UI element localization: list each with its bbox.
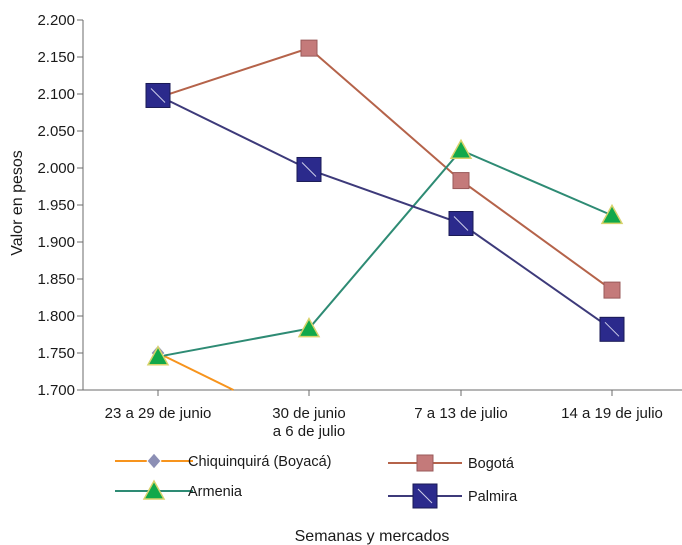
y-tick-label: 1.850 bbox=[37, 271, 75, 288]
series-markers bbox=[145, 39, 625, 366]
y-axis-title: Valor en pesos bbox=[9, 150, 26, 256]
x-tick-label: 23 a 29 de junio bbox=[105, 405, 212, 422]
legend-marker bbox=[146, 452, 162, 470]
legend-label: Bogotá bbox=[468, 456, 515, 472]
data-point-marker bbox=[449, 138, 473, 159]
marker-box bbox=[599, 316, 625, 342]
y-tick-label: 1.800 bbox=[37, 308, 75, 325]
series-line-3 bbox=[157, 94, 613, 331]
y-tick-label: 1.950 bbox=[37, 197, 75, 214]
y-tick-label: 1.900 bbox=[37, 234, 75, 251]
legend-item: Palmira bbox=[388, 483, 518, 509]
data-point-marker bbox=[599, 316, 625, 342]
data-point-marker bbox=[300, 39, 318, 57]
legend-item: Bogotá bbox=[388, 454, 515, 472]
legend-marker bbox=[416, 454, 434, 472]
legend-marker bbox=[142, 479, 166, 500]
x-tick-label: a 6 de julio bbox=[273, 423, 346, 440]
legend-label: Chiquinquirá (Boyacá) bbox=[188, 454, 331, 470]
y-tick-label: 2.200 bbox=[37, 12, 75, 29]
marker-slash bbox=[417, 488, 433, 504]
legend: Chiquinquirá (Boyacá) Bogotá Armenia Palmir… bbox=[115, 452, 518, 509]
series-line-0 bbox=[157, 352, 234, 391]
x-tick-label: 30 de junio bbox=[272, 405, 345, 422]
series-line-1 bbox=[157, 46, 613, 291]
data-point-marker bbox=[146, 345, 170, 366]
x-axis-title: Semanas y mercados bbox=[295, 528, 450, 545]
marker-slash bbox=[301, 162, 317, 177]
legend-item: Armenia bbox=[115, 479, 243, 500]
legend-item: Chiquinquirá (Boyacá) bbox=[115, 452, 331, 470]
data-point-marker bbox=[296, 156, 322, 182]
data-point-marker bbox=[297, 317, 321, 338]
y-tick-label: 2.150 bbox=[37, 49, 75, 66]
data-point-marker bbox=[448, 211, 474, 236]
series-line-2 bbox=[157, 149, 613, 358]
marker-slash bbox=[453, 216, 469, 231]
y-tick-label: 2.100 bbox=[37, 86, 75, 103]
data-point-marker bbox=[452, 172, 470, 190]
y-tick-label: 1.750 bbox=[37, 345, 75, 362]
x-tick-label: 14 a 19 de julio bbox=[561, 405, 663, 422]
y-tick-label: 2.000 bbox=[37, 160, 75, 177]
legend-label: Armenia bbox=[188, 484, 243, 500]
marker-slash bbox=[150, 88, 166, 103]
data-point-marker bbox=[600, 203, 624, 225]
data-point-marker bbox=[145, 82, 171, 108]
y-tick-label: 2.050 bbox=[37, 123, 75, 140]
legend-marker bbox=[412, 483, 438, 509]
data-point-marker bbox=[603, 281, 621, 299]
y-tick-label: 1.700 bbox=[37, 382, 75, 399]
marker-slash bbox=[604, 321, 620, 337]
series-lines bbox=[157, 46, 613, 391]
x-tick-label: 7 a 13 de julio bbox=[414, 405, 507, 422]
axes: 1.700 1.750 1.800 1.850 1.900 1.950 2.000 2.050… bbox=[37, 12, 682, 440]
legend-label: Palmira bbox=[468, 489, 518, 505]
